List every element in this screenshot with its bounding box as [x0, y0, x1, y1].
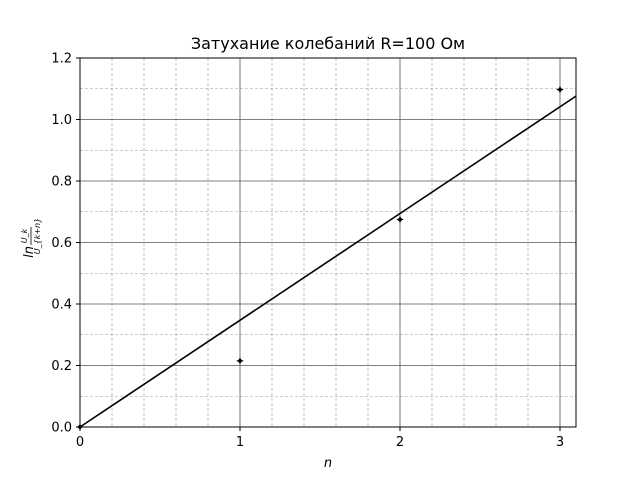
y-tick-label: 1.2: [51, 52, 72, 67]
y-tick-label: 0.8: [51, 175, 72, 190]
x-axis-ticks: 0 1 2 3: [76, 427, 564, 450]
fit-line: [79, 95, 577, 428]
y-axis-ticks: 0.0 0.2 0.4 0.6 0.8 1.0 1.2: [51, 52, 80, 436]
data-point: [76, 423, 84, 431]
x-tick-label: 1: [236, 435, 244, 450]
y-tick-label: 1.0: [51, 113, 72, 128]
y-tick-label: 0.4: [51, 298, 72, 313]
data-point: [556, 85, 564, 94]
y-axis-label-denominator: U_{k+n}: [33, 218, 42, 254]
major-grid: [79, 57, 576, 428]
y-tick-label: 0.2: [51, 359, 72, 374]
x-axis-label: n: [324, 456, 332, 471]
data-points: [76, 85, 564, 431]
x-tick-label: 0: [76, 435, 84, 450]
y-axis-label-numerator: U_k: [20, 228, 29, 243]
data-point: [396, 215, 404, 224]
y-axis-label: ln U_k U_{k+n}: [20, 218, 42, 258]
data-point: [236, 356, 244, 365]
y-tick-label: 0.0: [51, 421, 72, 436]
x-tick-label: 2: [396, 435, 404, 450]
chart-title: Затухание колебаний R=100 Ом: [191, 34, 465, 53]
x-tick-label: 3: [556, 435, 564, 450]
y-axis-label-prefix: ln: [22, 246, 37, 258]
y-tick-label: 0.6: [51, 236, 72, 251]
